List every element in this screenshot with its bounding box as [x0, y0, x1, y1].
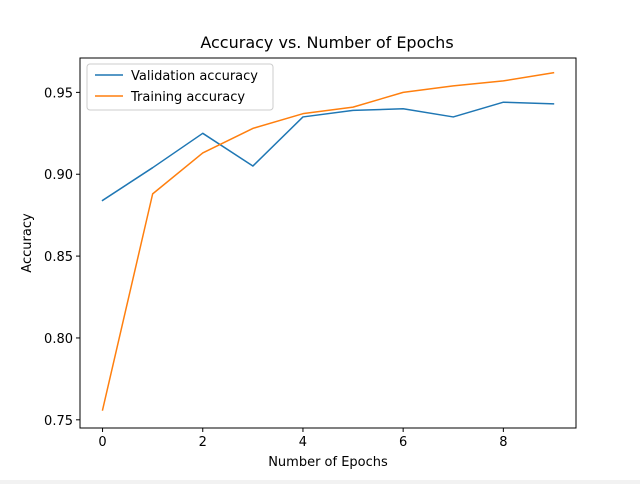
x-tick-label: 2 [199, 435, 207, 450]
series-line-validation [101, 101, 555, 202]
y-tick-label: 0.75 [44, 414, 73, 429]
legend-label-validation: Validation accuracy [131, 69, 258, 84]
y-axis-label: Accuracy [20, 213, 35, 273]
series-layer [101, 71, 555, 411]
y-tick-label: 0.95 [44, 86, 73, 101]
series-line-training [101, 71, 555, 411]
x-tick-label: 6 [399, 435, 407, 450]
x-axis-label: Number of Epochs [268, 455, 388, 470]
plot-frame [79, 57, 577, 429]
y-tick-label: 0.85 [44, 250, 73, 265]
y-tick-label: 0.80 [44, 332, 73, 347]
y-tick-label: 0.90 [44, 168, 73, 183]
x-tick-label: 4 [299, 435, 307, 450]
x-tick-label: 8 [499, 435, 507, 450]
x-tick-label: 0 [98, 435, 106, 450]
legend: Validation accuracy Training accuracy [86, 63, 274, 111]
legend-box [86, 63, 274, 111]
chart-title: Accuracy vs. Number of Epochs [200, 33, 453, 52]
ticks-layer: 0 2 4 6 8 0.75 0.80 0.85 0.90 0.95 [44, 86, 507, 450]
legend-label-training: Training accuracy [130, 90, 245, 105]
